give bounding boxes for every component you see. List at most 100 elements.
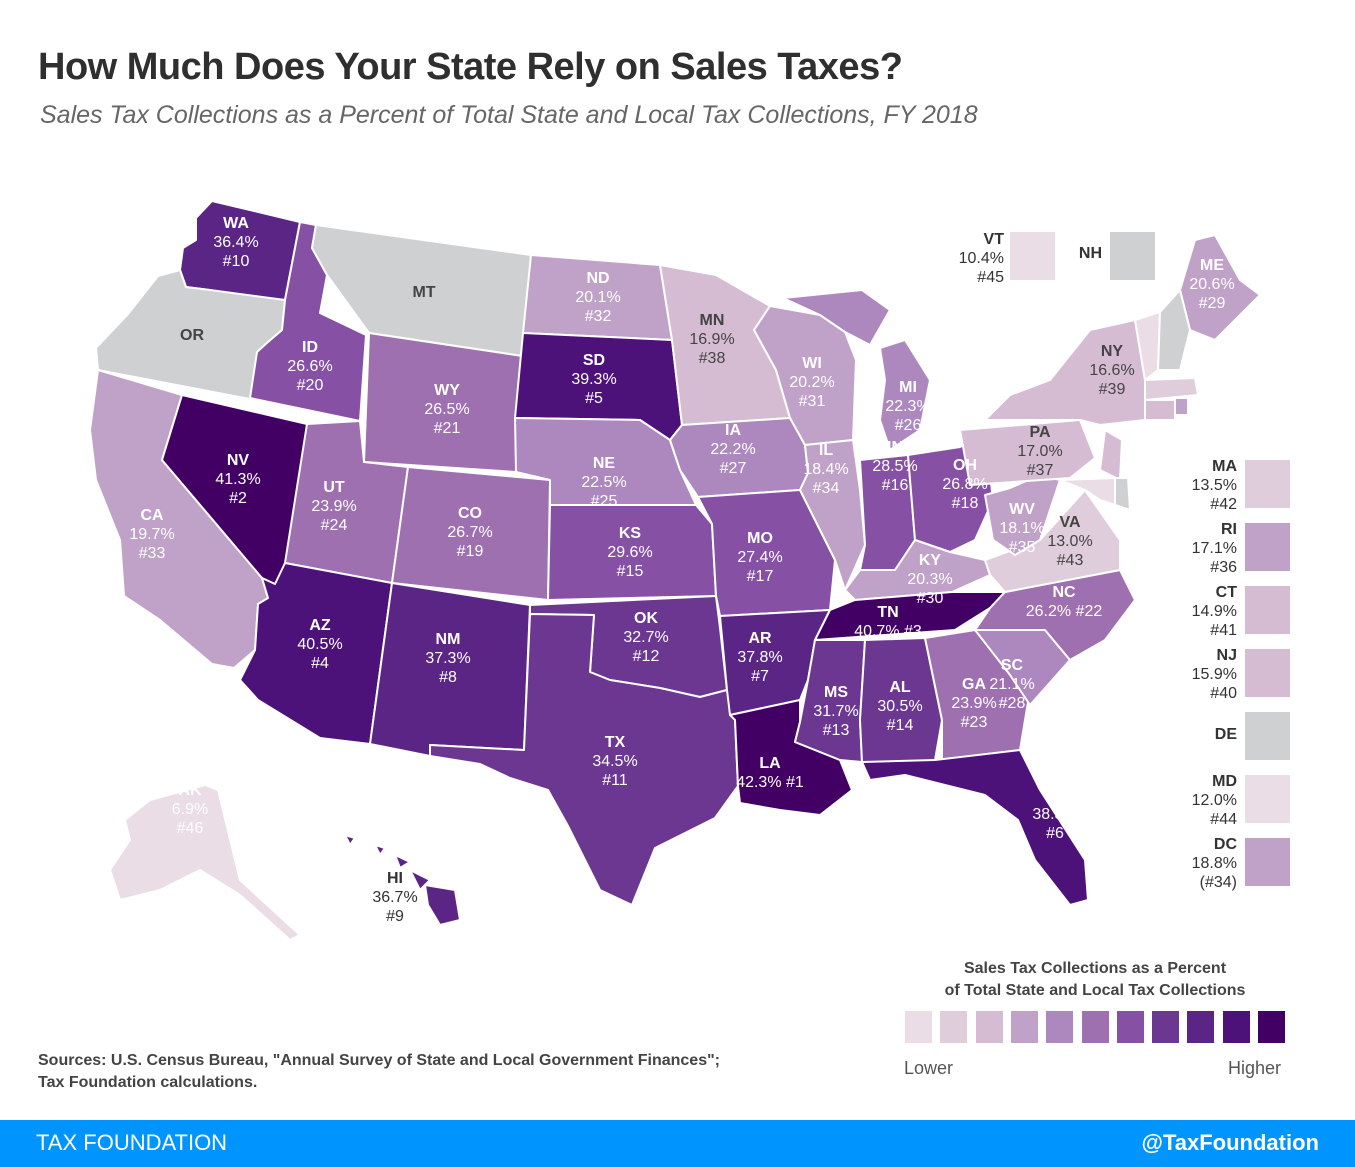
- state-value-la: 42.3% #1: [736, 774, 804, 791]
- state-shape-tn[interactable]: [814, 591, 1006, 641]
- state-value-id: 26.6%: [287, 358, 332, 375]
- small-state-value: 13.5%: [1191, 477, 1237, 494]
- state-label-wa: WA 36.4% #10: [213, 215, 258, 270]
- state-value-ca: 19.7%: [129, 526, 174, 543]
- state-rank-sc: #28: [999, 695, 1026, 712]
- state-rank-wa: #10: [223, 253, 250, 270]
- state-value-nm: 37.3%: [425, 650, 470, 667]
- state-shape-md[interactable]: [1059, 477, 1116, 506]
- state-value-al: 30.5%: [877, 698, 922, 715]
- state-rank-mo: #17: [747, 568, 774, 585]
- legend-title: Sales Tax Collections as a Percent of To…: [900, 958, 1290, 1002]
- small-state-box-md[interactable]: [1245, 775, 1290, 823]
- small-state-box-dc[interactable]: [1245, 838, 1290, 886]
- state-label-id: ID 26.6% #20: [287, 339, 332, 394]
- state-shape-pa[interactable]: [959, 419, 1096, 486]
- state-label-ok: OK 32.7% #12: [623, 610, 668, 665]
- state-shape-mi[interactable]: [782, 289, 931, 451]
- state-abbr-nv: NV: [227, 452, 250, 469]
- state-value-az: 40.5%: [297, 636, 342, 653]
- state-abbr-al: AL: [889, 679, 911, 696]
- small-state-rank: #41: [1210, 622, 1237, 639]
- small-state-box-ma[interactable]: [1245, 460, 1290, 508]
- state-abbr-nm: NM: [436, 631, 461, 648]
- state-value-mn: 16.9%: [689, 331, 734, 348]
- state-shape-nh[interactable]: [1157, 289, 1191, 371]
- state-abbr-nc: NC: [1052, 584, 1076, 601]
- state-shape-hi[interactable]: [344, 834, 461, 926]
- state-shape-nj[interactable]: [1099, 429, 1123, 481]
- state-shape-de[interactable]: [1114, 477, 1131, 511]
- state-label-tx: TX 34.5% #11: [592, 734, 637, 789]
- sources-note: Sources: U.S. Census Bureau, "Annual Sur…: [38, 1050, 720, 1094]
- state-value-il: 18.4%: [803, 461, 848, 478]
- state-rank-tx: #11: [602, 772, 628, 789]
- state-label-wi: WI 20.2% #31: [789, 355, 834, 410]
- small-state-rank: (#34): [1199, 874, 1237, 891]
- small-state-label-nj: NJ 15.9% #40: [1147, 646, 1237, 703]
- state-label-nc: NC 26.2% #22: [1026, 584, 1103, 620]
- state-abbr-ms: MS: [824, 684, 848, 701]
- state-rank-ut: #24: [321, 517, 348, 534]
- footer-brand: TAX FOUNDATION: [36, 1130, 228, 1155]
- state-shape-wv[interactable]: [984, 474, 1061, 556]
- page-title: How Much Does Your State Rely on Sales T…: [38, 46, 903, 88]
- state-label-la: LA 42.3% #1: [736, 755, 804, 791]
- state-shape-ct[interactable]: [1144, 399, 1176, 421]
- state-shape-nc[interactable]: [974, 569, 1136, 661]
- state-label-mi: MI 22.3% #26: [885, 379, 930, 434]
- state-value-nv: 41.3%: [215, 471, 260, 488]
- small-state-value: 10.4%: [958, 250, 1004, 267]
- small-state-box-ri[interactable]: [1245, 523, 1290, 571]
- state-rank-ky: #30: [917, 590, 944, 607]
- state-label-az: AZ 40.5% #4: [297, 617, 342, 672]
- state-rank-fl: #6: [1046, 825, 1064, 842]
- state-label-nv: NV 41.3% #2: [215, 452, 260, 507]
- small-state-box-nj[interactable]: [1245, 649, 1290, 697]
- small-state-rank: #45: [977, 269, 1004, 286]
- state-shape-ak[interactable]: [109, 784, 301, 941]
- small-state-box-de[interactable]: [1245, 712, 1290, 760]
- state-shape-tx[interactable]: [429, 613, 739, 906]
- small-state-abbr: NH: [1078, 245, 1102, 262]
- small-state-box-vt[interactable]: [1010, 232, 1055, 280]
- state-shape-ma[interactable]: [1144, 377, 1199, 401]
- state-value-wy: 26.5%: [424, 401, 469, 418]
- state-label-ca: CA 19.7% #33: [129, 507, 174, 562]
- state-shape-il[interactable]: [799, 439, 866, 591]
- state-value-ak: 6.9%: [172, 801, 208, 818]
- small-state-value: 18.8%: [1191, 855, 1237, 872]
- state-value-fl: 38.3%: [1032, 806, 1077, 823]
- state-value-ok: 32.7%: [623, 629, 668, 646]
- state-rank-ne: #25: [591, 493, 618, 510]
- state-shape-va[interactable]: [984, 489, 1121, 593]
- small-state-label-md: MD 12.0% #44: [1147, 772, 1237, 829]
- state-shape-ri[interactable]: [1174, 397, 1189, 416]
- state-shape-fl[interactable]: [861, 749, 1089, 906]
- small-state-box-nh[interactable]: [1110, 232, 1155, 280]
- state-value-ga: 23.9%: [951, 695, 996, 712]
- state-label-ia: IA 22.2% #27: [710, 422, 755, 477]
- state-abbr-ky: KY: [919, 552, 942, 569]
- state-rank-mn: #38: [699, 350, 726, 367]
- legend-swatch-4: [1010, 1011, 1038, 1043]
- footer-twitter-handle[interactable]: @TaxFoundation: [1141, 1130, 1319, 1155]
- state-label-nd: ND 20.1% #32: [575, 270, 620, 325]
- state-abbr-or: OR: [180, 327, 204, 344]
- state-shape-me[interactable]: [1179, 234, 1261, 341]
- state-value-ar: 37.8%: [737, 649, 782, 666]
- state-abbr-tn: TN: [877, 604, 898, 621]
- state-label-fl: FL 38.3% #6: [1032, 787, 1077, 842]
- state-value-sc: 21.1%: [989, 676, 1034, 693]
- state-abbr-la: LA: [759, 755, 781, 772]
- state-value-nd: 20.1%: [575, 289, 620, 306]
- small-state-rank: #44: [1210, 811, 1237, 828]
- state-value-mo: 27.4%: [737, 549, 782, 566]
- state-abbr-ok: OK: [634, 610, 658, 627]
- state-label-il: IL 18.4% #34: [803, 442, 848, 497]
- state-rank-ga: #23: [961, 714, 988, 731]
- state-label-co: CO 26.7% #19: [447, 505, 492, 560]
- small-state-box-ct[interactable]: [1245, 586, 1290, 634]
- state-rank-nm: #8: [439, 669, 457, 686]
